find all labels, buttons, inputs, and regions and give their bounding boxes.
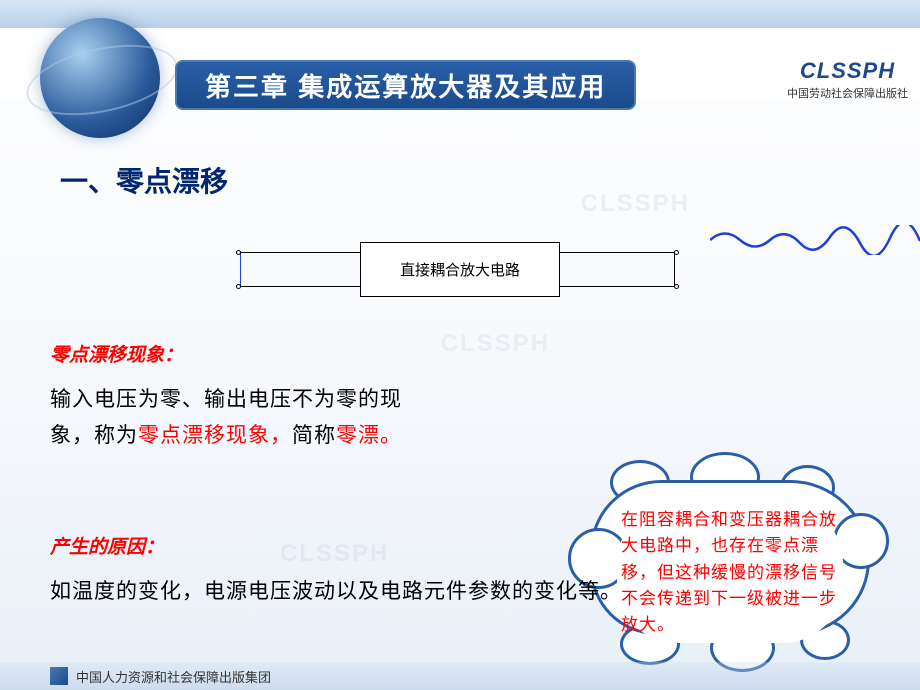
content-area: 一、零点漂移 直接耦合放大电路 零点漂移现象： 输入电压为零、输出电压不为零的现… xyxy=(0,130,920,660)
chapter-title-banner: 第三章 集成运算放大器及其应用 xyxy=(175,60,636,110)
cloud-body: 在阻容耦合和变压器耦合放大电路中，也存在零点漂移，但这种缓慢的漂移信号不会传递到… xyxy=(590,480,870,635)
output-squiggle xyxy=(710,225,920,255)
footer-icon xyxy=(50,667,68,685)
logo-subtitle: 中国劳动社会保障出版社 xyxy=(787,85,908,101)
text-emphasis: 零点漂移现象， xyxy=(138,424,292,447)
wire xyxy=(674,252,675,287)
text-emphasis: 零漂。 xyxy=(336,424,402,447)
wire xyxy=(560,286,675,287)
top-bar xyxy=(0,0,920,28)
circuit-diagram: 直接耦合放大电路 xyxy=(180,230,740,310)
footer-text: 中国人力资源和社会保障出版集团 xyxy=(76,667,271,686)
phenomenon-paragraph: 输入电压为零、输出电压不为零的现象，称为零点漂移现象，简称零漂。 xyxy=(50,382,430,453)
terminal xyxy=(674,284,679,289)
logo-text: CLSSPH xyxy=(787,58,908,84)
amplifier-box: 直接耦合放大电路 xyxy=(360,242,560,297)
section-heading: 一、零点漂移 xyxy=(60,160,870,200)
wire xyxy=(240,252,360,253)
terminal xyxy=(236,284,241,289)
wire xyxy=(240,252,241,287)
chapter-title: 第三章 集成运算放大器及其应用 xyxy=(205,67,606,104)
text: 简称 xyxy=(292,424,336,447)
wire xyxy=(560,252,675,253)
amplifier-label: 直接耦合放大电路 xyxy=(400,259,520,280)
globe-graphic xyxy=(40,18,160,138)
footer: 中国人力资源和社会保障出版集团 xyxy=(0,662,920,690)
cloud-text: 在阻容耦合和变压器耦合放大电路中，也存在零点漂移，但这种缓慢的漂移信号不会传递到… xyxy=(617,503,843,643)
wire xyxy=(240,286,360,287)
header: 第三章 集成运算放大器及其应用 CLSSPH 中国劳动社会保障出版社 xyxy=(0,28,920,98)
terminal xyxy=(674,250,679,255)
phenomenon-label: 零点漂移现象： xyxy=(50,340,870,367)
publisher-logo: CLSSPH 中国劳动社会保障出版社 xyxy=(787,58,908,101)
terminal xyxy=(236,250,241,255)
